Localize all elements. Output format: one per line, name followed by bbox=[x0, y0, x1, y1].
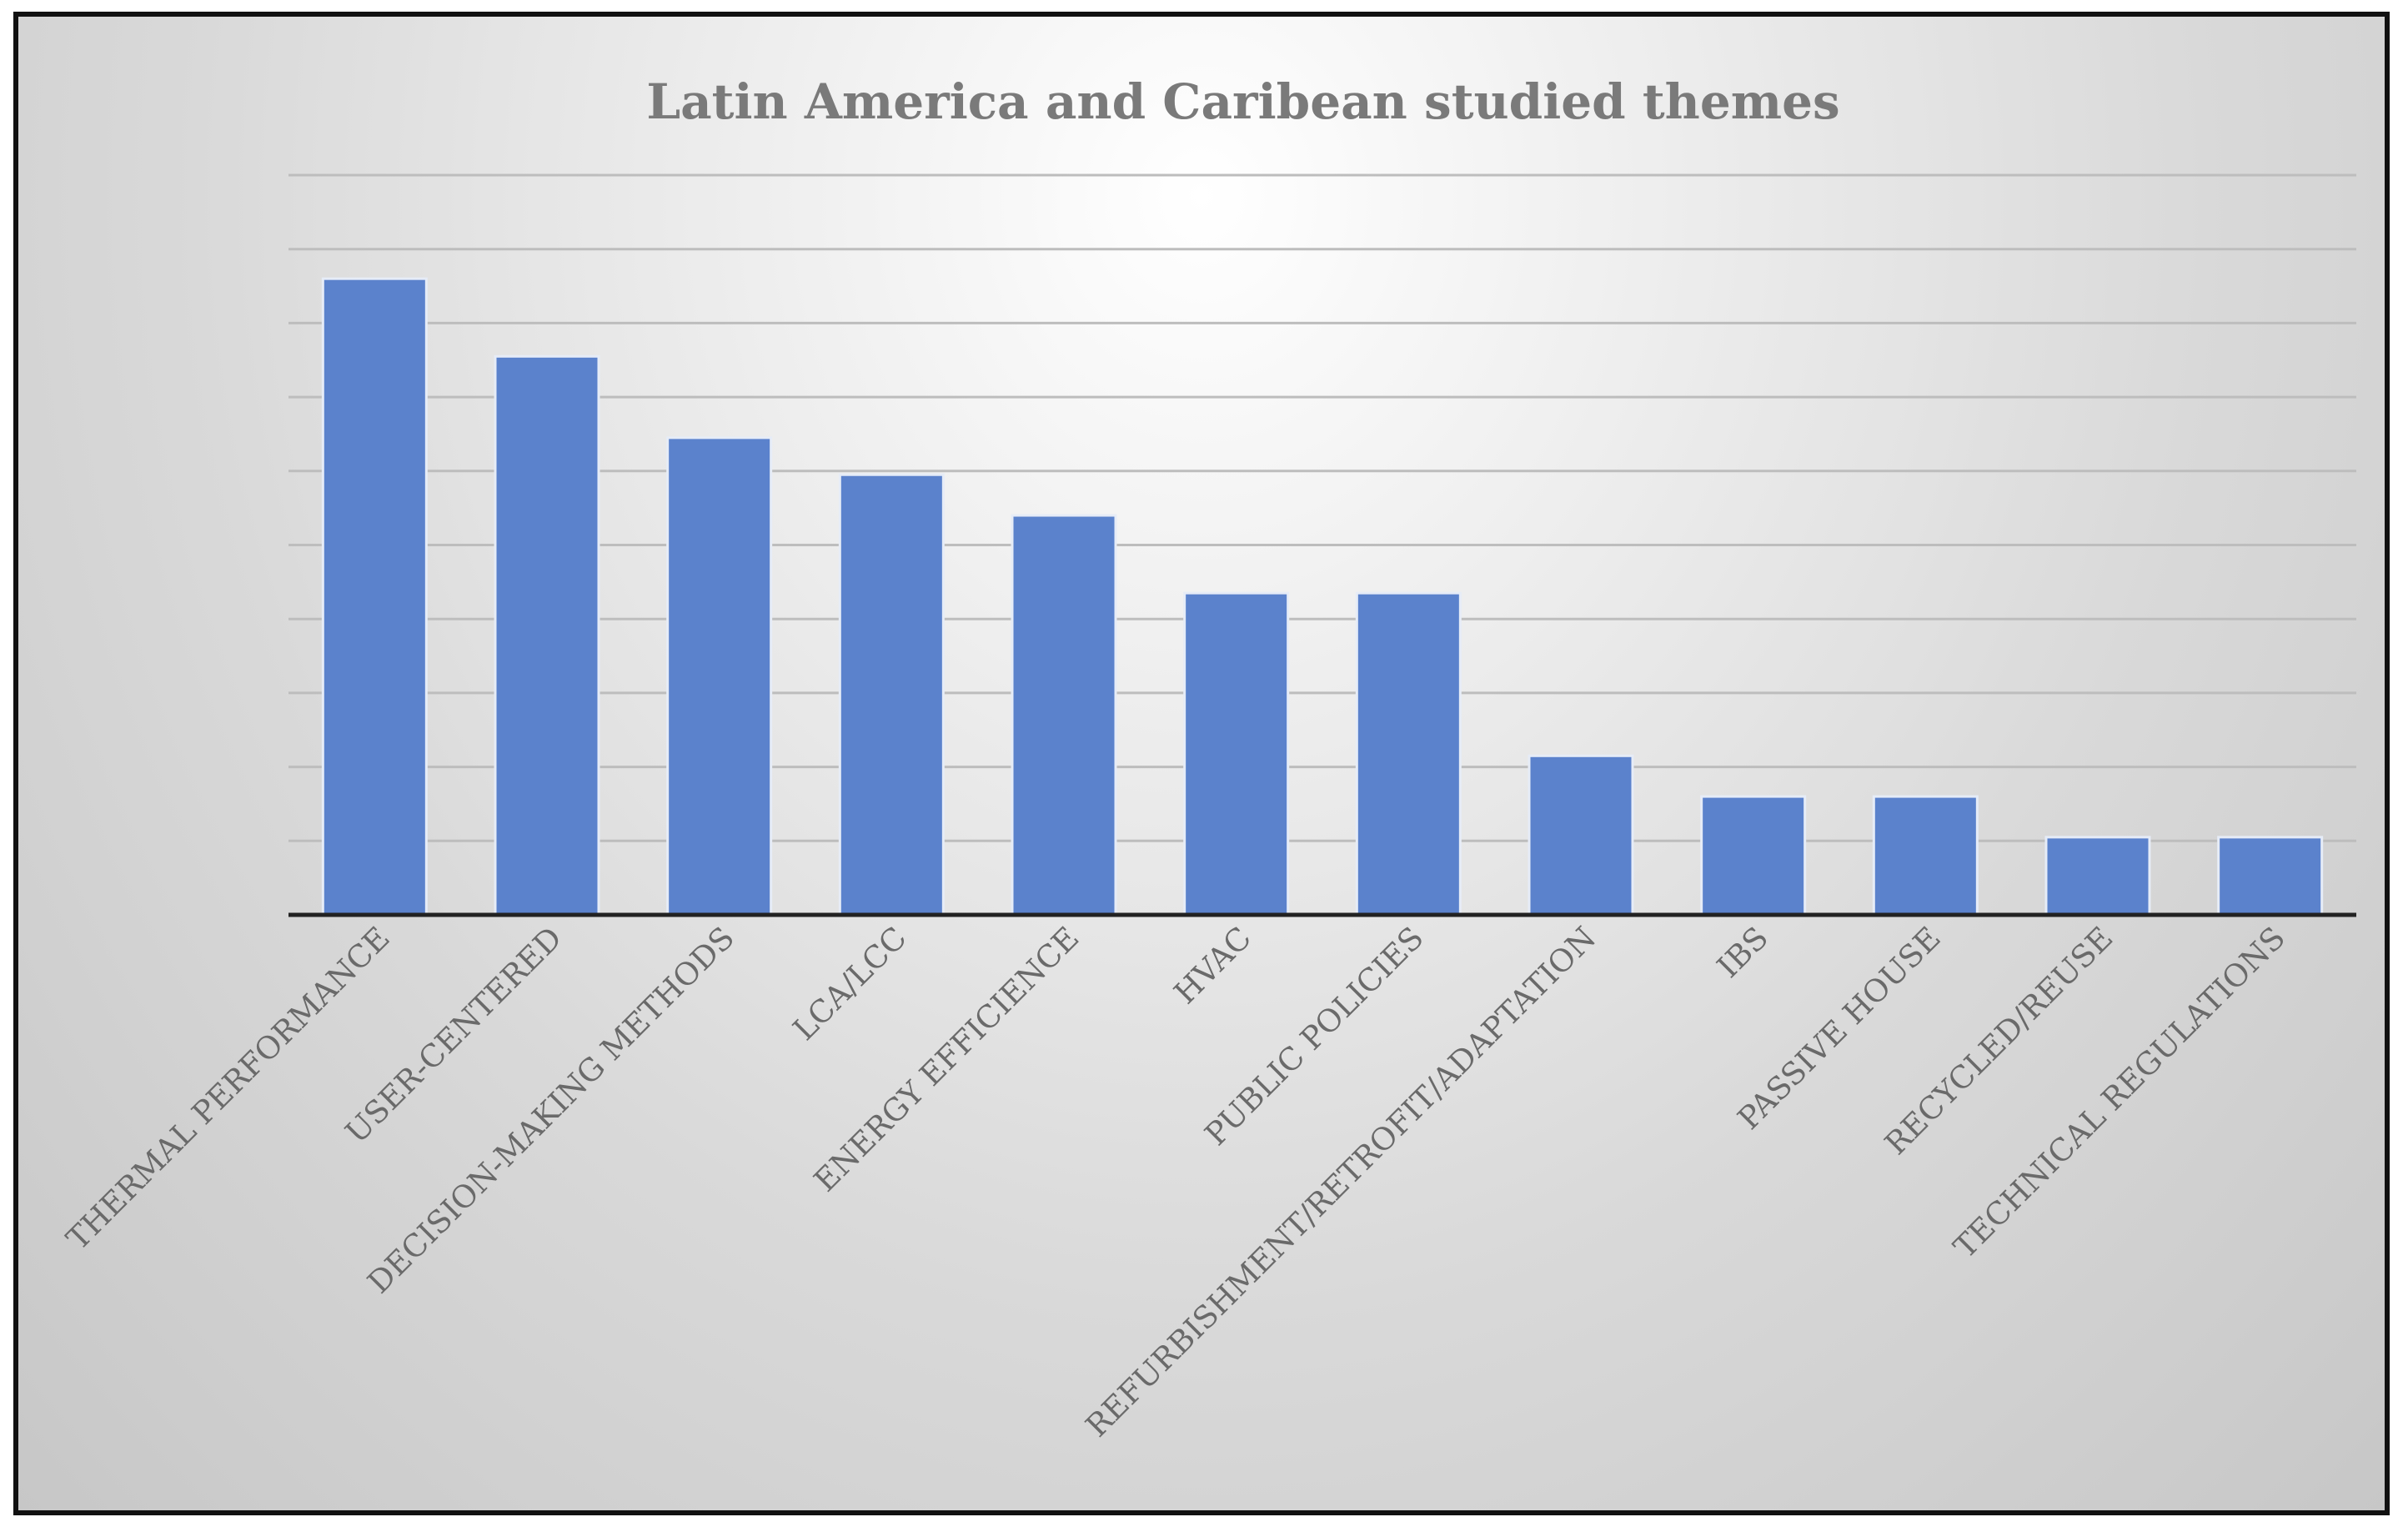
bar bbox=[1183, 591, 1290, 917]
x-tick-label: IBS bbox=[1710, 920, 1775, 985]
bar bbox=[1872, 795, 1979, 917]
x-tick-label: LCA/LCC bbox=[786, 920, 914, 1047]
x-tick-label: DECISION-MAKING METHODS bbox=[361, 920, 741, 1300]
bar bbox=[838, 473, 945, 917]
bar bbox=[666, 436, 773, 917]
bar bbox=[2217, 836, 2324, 917]
bars bbox=[321, 277, 2324, 917]
bar bbox=[494, 354, 600, 917]
bar bbox=[1011, 514, 1117, 917]
bar-chart: Latin America and Caribean studied theme… bbox=[59, 73, 2356, 1444]
bar bbox=[1528, 754, 1634, 917]
bar bbox=[2044, 836, 2151, 917]
x-tick-label: THERMAL PERFORMANCE bbox=[59, 920, 396, 1257]
x-tick-labels: THERMAL PERFORMANCEUSER-CENTEREDDECISION… bbox=[59, 920, 2292, 1444]
bar bbox=[1700, 795, 1807, 917]
chart-frame: Latin America and Caribean studied theme… bbox=[13, 12, 2390, 1515]
bar bbox=[1355, 591, 1462, 917]
gridlines bbox=[288, 173, 2356, 842]
bar bbox=[321, 277, 428, 917]
x-tick-label: HVAC bbox=[1167, 920, 1258, 1011]
chart-title: Latin America and Caribean studied theme… bbox=[646, 73, 1839, 130]
x-tick-label: TECHNICAL REGULATIONS bbox=[1947, 920, 2292, 1265]
